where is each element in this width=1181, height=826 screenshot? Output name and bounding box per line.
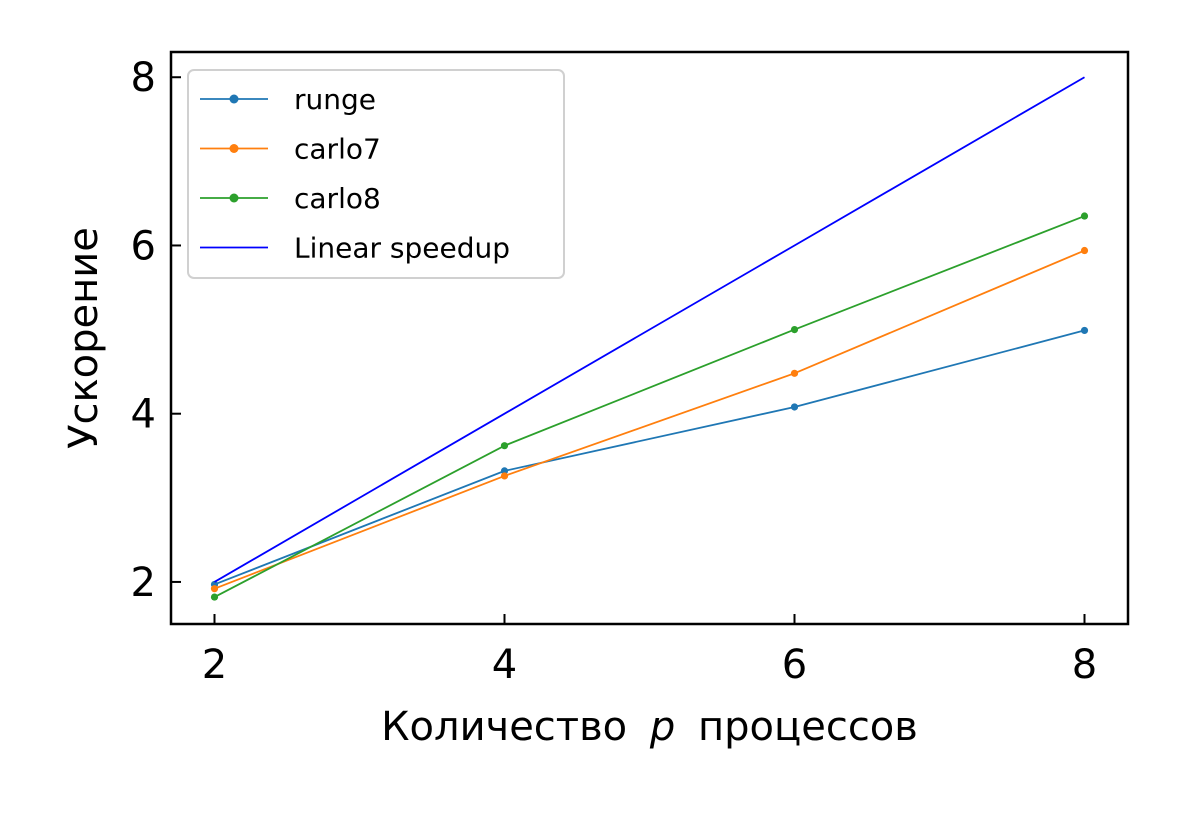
data-point-carlo8 xyxy=(210,593,219,601)
y-tick-label: 8 xyxy=(131,55,156,101)
legend-label-carlo8: carlo8 xyxy=(294,182,381,215)
data-point-runge xyxy=(500,467,509,475)
x-tick-label: 4 xyxy=(492,642,517,688)
data-point-carlo7 xyxy=(1080,246,1089,255)
series-line-linear-speedup xyxy=(214,76,1085,583)
x-axis-label-variable: p xyxy=(649,704,675,750)
data-point-carlo8 xyxy=(500,442,509,450)
legend-box xyxy=(187,69,565,279)
x-tick-label: 2 xyxy=(202,642,227,688)
data-point-carlo7 xyxy=(790,369,799,377)
data-point-carlo7 xyxy=(210,585,219,593)
legend-label-runge: runge xyxy=(294,83,376,116)
plot-frame xyxy=(169,50,1130,626)
y-tick-label: 6 xyxy=(131,223,156,269)
x-axis-label: Количество p процессов xyxy=(381,704,918,750)
data-point-runge xyxy=(1080,326,1089,335)
ticks-layer: 2 4 6 8 2 4 6 8 xyxy=(131,55,1098,688)
series-line-carlo8 xyxy=(214,215,1085,598)
legend-marker-runge xyxy=(229,94,239,104)
x-tick-label: 8 xyxy=(1072,642,1097,688)
legend-label-carlo7: carlo7 xyxy=(294,133,381,166)
data-point-carlo8 xyxy=(1080,212,1089,220)
legend-marker-carlo7 xyxy=(229,144,239,153)
series-line-carlo7 xyxy=(214,249,1085,590)
legend: runge carlo7 carlo8 Linear speedup xyxy=(187,69,565,279)
data-point-runge xyxy=(790,403,799,411)
x-axis-label-prefix: Количество xyxy=(381,704,627,750)
x-axis-label-suffix: процессов xyxy=(698,704,918,750)
series-line-runge xyxy=(214,329,1085,586)
legend-marker-carlo8 xyxy=(229,193,239,203)
y-axis-label: Ускорение xyxy=(61,227,107,449)
legend-label-linear-speedup: Linear speedup xyxy=(294,232,510,265)
data-point-carlo7 xyxy=(500,472,509,480)
series-layer xyxy=(210,76,1089,601)
x-tick-label: 6 xyxy=(782,642,807,688)
data-point-carlo8 xyxy=(790,325,799,334)
y-tick-label: 2 xyxy=(131,560,156,606)
y-tick-label: 4 xyxy=(131,392,156,438)
